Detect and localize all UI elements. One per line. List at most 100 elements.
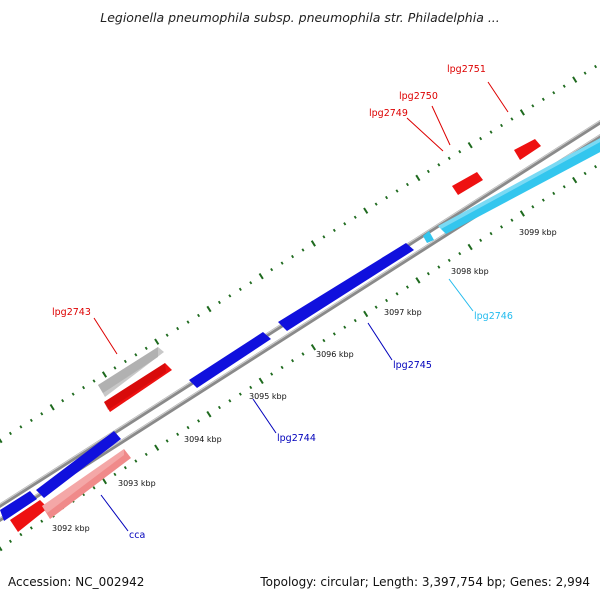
tick-mark	[92, 486, 96, 490]
tick-mark	[249, 281, 253, 285]
tick-mark	[489, 231, 493, 236]
tick-mark	[71, 392, 75, 396]
tick-mark	[186, 425, 190, 430]
scale-label: 3098 kbp	[451, 267, 489, 276]
scale-labels: 3092 kbp 3093 kbp 3094 kbp 3095 kbp 3096…	[52, 228, 557, 533]
tick-mark	[40, 412, 44, 416]
gene-label-cca[interactable]: cca	[129, 530, 145, 541]
tick-mark	[228, 399, 232, 403]
tick-mark	[40, 519, 44, 523]
gene-feature-reverse-edge[interactable]	[0, 491, 37, 521]
tick-mark	[165, 333, 169, 337]
tick-mark	[310, 344, 317, 351]
gene-feature-rna-long[interactable]	[438, 137, 600, 234]
gene-feature-lpg2744[interactable]	[189, 332, 271, 388]
tick-mark	[258, 272, 264, 280]
tick-mark	[8, 539, 12, 543]
tick-mark	[583, 171, 587, 176]
tick-mark	[270, 268, 274, 272]
gene-label-lpg2751[interactable]: lpg2751	[447, 64, 486, 75]
gene-feature-cca-region-fwd[interactable]	[10, 500, 48, 532]
tick-mark	[562, 185, 566, 189]
tick-mark	[123, 466, 127, 470]
tick-mark	[19, 532, 23, 537]
scale-label: 3099 kbp	[519, 228, 557, 237]
tick-mark	[82, 385, 86, 390]
tick-mark	[228, 294, 232, 298]
tick-mark	[134, 353, 138, 357]
tick-mark	[113, 366, 117, 370]
gene-feature-reverse-lower[interactable]	[36, 431, 121, 498]
gene-feature-lpg2746[interactable]	[423, 231, 434, 243]
tick-mark	[29, 418, 33, 422]
scale-label: 3095 kbp	[249, 392, 287, 401]
gene-label-lpg2749[interactable]: lpg2749	[369, 108, 408, 119]
outer-tick-ring	[0, 64, 598, 444]
gene-feature-forward-red[interactable]	[104, 363, 172, 412]
tick-mark	[249, 385, 253, 390]
tick-mark	[458, 252, 462, 256]
tick-mark	[426, 272, 430, 276]
gene-features	[0, 137, 600, 532]
tick-mark	[291, 359, 295, 363]
scale-label: 3096 kbp	[316, 350, 354, 359]
tick-mark	[489, 130, 493, 134]
tick-mark	[206, 410, 212, 418]
tick-mark	[415, 277, 421, 284]
accession-label: Accession: NC_002942	[8, 575, 145, 589]
tick-mark	[206, 305, 212, 313]
gene-feature-lpg2745[interactable]	[278, 243, 414, 331]
tick-mark	[437, 163, 441, 167]
tick-mark	[458, 150, 462, 154]
gene-feature-cca[interactable]	[42, 449, 131, 519]
tick-mark	[301, 248, 305, 252]
tick-mark	[479, 238, 483, 242]
tick-mark	[467, 243, 473, 251]
leader-lines	[93, 81, 509, 532]
scale-label: 3094 kbp	[184, 435, 222, 444]
tick-mark	[238, 287, 242, 291]
gene-label-lpg2744[interactable]: lpg2744	[277, 433, 316, 444]
tick-mark	[19, 425, 23, 429]
tick-mark	[154, 338, 160, 345]
gene-feature-lpg2751[interactable]	[514, 139, 541, 160]
tick-mark	[583, 71, 587, 75]
gene-label-lpg2750[interactable]: lpg2750	[399, 91, 438, 102]
tick-mark	[92, 379, 96, 383]
tick-mark	[531, 104, 535, 108]
tick-mark	[144, 452, 148, 456]
tick-mark	[353, 215, 357, 219]
tick-mark	[49, 403, 55, 411]
tick-mark	[447, 156, 451, 160]
tick-mark	[134, 459, 138, 463]
tick-mark	[154, 444, 160, 451]
tick-mark	[426, 169, 430, 174]
inner-tick-ring	[0, 165, 598, 552]
tick-mark	[343, 222, 347, 226]
gene-labels: lpg2751 lpg2750 lpg2749 lpg2743 lpg2746 …	[52, 64, 513, 541]
tick-mark	[437, 265, 441, 269]
tick-mark	[395, 189, 399, 193]
gene-label-lpg2743[interactable]: lpg2743	[52, 307, 91, 318]
tick-mark	[61, 399, 65, 403]
tick-mark	[270, 372, 274, 376]
tick-mark	[101, 477, 108, 485]
gene-label-lpg2745[interactable]: lpg2745	[393, 360, 432, 371]
tick-mark	[552, 91, 556, 95]
tick-mark	[332, 228, 336, 232]
tick-mark	[258, 377, 264, 385]
gene-label-lpg2746[interactable]: lpg2746	[474, 311, 513, 322]
tick-mark	[176, 432, 180, 436]
tick-mark	[353, 318, 357, 323]
tick-mark	[531, 205, 535, 209]
tick-mark	[176, 326, 180, 331]
tick-mark	[374, 202, 378, 206]
tick-mark	[594, 165, 598, 169]
tick-mark	[0, 546, 3, 552]
tick-mark	[405, 182, 409, 187]
tick-mark	[374, 305, 378, 309]
gene-feature-lpg2749[interactable]	[452, 172, 483, 195]
scale-label: 3097 kbp	[384, 308, 422, 317]
